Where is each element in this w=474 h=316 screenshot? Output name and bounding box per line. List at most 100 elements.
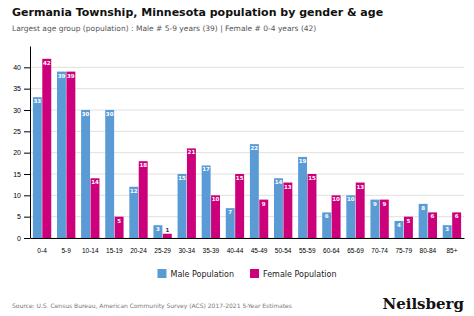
bar <box>91 178 100 238</box>
legend-item: Male Population <box>157 269 234 279</box>
data-label: 1 <box>165 227 169 233</box>
y-tick: 35 <box>13 85 30 92</box>
data-label: 19 <box>299 158 307 164</box>
data-label: 4 <box>397 222 401 228</box>
bar <box>153 225 162 238</box>
x-tick-label: 55-59 <box>299 247 316 254</box>
data-label: 5 <box>407 218 411 224</box>
y-tick-label: 15 <box>13 171 21 178</box>
bar <box>211 195 220 238</box>
bar <box>187 148 196 238</box>
bar <box>81 110 90 238</box>
y-tick: 5 <box>17 213 30 220</box>
data-label: 39 <box>67 73 75 79</box>
data-label: 5 <box>117 218 121 224</box>
series <box>33 72 452 238</box>
bar <box>298 157 307 238</box>
data-label: 12 <box>130 188 138 194</box>
data-label: 8 <box>421 205 425 211</box>
data-label: 15 <box>308 175 316 181</box>
bar <box>395 221 404 238</box>
bar <box>419 204 428 238</box>
data-label: 9 <box>373 201 377 207</box>
x-tick-label: 40-44 <box>227 247 244 254</box>
bar <box>163 234 172 238</box>
bar <box>322 212 331 238</box>
y-tick-label: 10 <box>13 192 21 199</box>
bar <box>443 225 452 238</box>
x-tick: 65-69 <box>347 238 364 254</box>
x-tick: 50-54 <box>275 238 292 254</box>
x-tick-label: 60-64 <box>323 247 340 254</box>
x-tick: 0-4 <box>37 238 47 254</box>
x-tick-label: 50-54 <box>275 247 292 254</box>
x-tick: 15-19 <box>106 238 123 254</box>
bar <box>57 72 66 238</box>
bar <box>129 187 138 238</box>
grid-line <box>30 88 464 89</box>
x-tick: 60-64 <box>323 238 340 254</box>
x-tick: 55-59 <box>299 238 316 254</box>
legend: Male Population Female Population <box>157 269 336 279</box>
title: Germania Township, Minnesota population … <box>12 6 383 19</box>
x-tick: 40-44 <box>227 238 244 254</box>
data-label: 7 <box>228 209 232 215</box>
legend-item: Female Population <box>250 269 337 279</box>
x-tick-label: 70-74 <box>371 247 388 254</box>
x-tick: 75-79 <box>395 238 412 254</box>
data-label: 10 <box>332 196 340 202</box>
legend-label: Female Population <box>263 270 337 279</box>
grid-line <box>30 152 464 153</box>
x-tick-label: 5-9 <box>61 247 71 254</box>
data-label: 21 <box>188 149 196 155</box>
y-tick-mark <box>24 110 30 111</box>
data-label: 15 <box>178 175 186 181</box>
bar <box>42 59 51 238</box>
y-tick-label: 25 <box>13 128 21 135</box>
grid-line <box>30 131 464 132</box>
series <box>42 59 461 238</box>
bar <box>139 161 148 238</box>
bar <box>115 217 124 238</box>
bar <box>250 144 259 238</box>
data-label: 22 <box>251 145 259 151</box>
data-label: 15 <box>236 175 244 181</box>
x-tick-label: 0-4 <box>37 247 47 254</box>
data-label: 30 <box>82 111 90 117</box>
bar <box>283 183 292 238</box>
bar <box>202 165 211 238</box>
data-label: 13 <box>356 184 364 190</box>
data-label: 10 <box>212 196 220 202</box>
x-tick: 25-29 <box>154 238 171 254</box>
y-tick-mark <box>24 174 30 175</box>
x-tick-label: 65-69 <box>347 247 364 254</box>
data-label: 33 <box>34 98 42 104</box>
x-tick-label: 15-19 <box>106 247 123 254</box>
data-label: 14 <box>91 179 99 185</box>
data-label: 3 <box>445 226 449 232</box>
source: Source: U.S. Census Bureau, American Com… <box>12 302 292 310</box>
y-tick-mark <box>24 238 30 239</box>
x-tick-label: 30-34 <box>178 247 195 254</box>
bar <box>33 97 42 238</box>
y-tick: 15 <box>13 171 30 178</box>
bar <box>404 217 413 238</box>
y-tick: 25 <box>13 128 30 135</box>
bar <box>308 174 317 238</box>
y-tick-label: 0 <box>17 235 21 242</box>
data-label: 6 <box>455 213 459 219</box>
x-tick: 10-14 <box>82 238 99 254</box>
x-tick: 45-49 <box>251 238 268 254</box>
x-tick: 30-34 <box>178 238 195 254</box>
y-tick: 10 <box>13 192 30 199</box>
x-tick-label: 45-49 <box>251 247 268 254</box>
data-label: 9 <box>382 201 386 207</box>
x-tick-label: 25-29 <box>154 247 171 254</box>
chart: Germania Township, Minnesota population … <box>0 0 474 316</box>
bar <box>332 195 341 238</box>
x-tick: 85+ <box>446 238 457 254</box>
x-tick-label: 10-14 <box>82 247 99 254</box>
y-tick: 0 <box>17 235 30 242</box>
data-label: 39 <box>58 73 66 79</box>
x-tick: 5-9 <box>61 238 71 254</box>
